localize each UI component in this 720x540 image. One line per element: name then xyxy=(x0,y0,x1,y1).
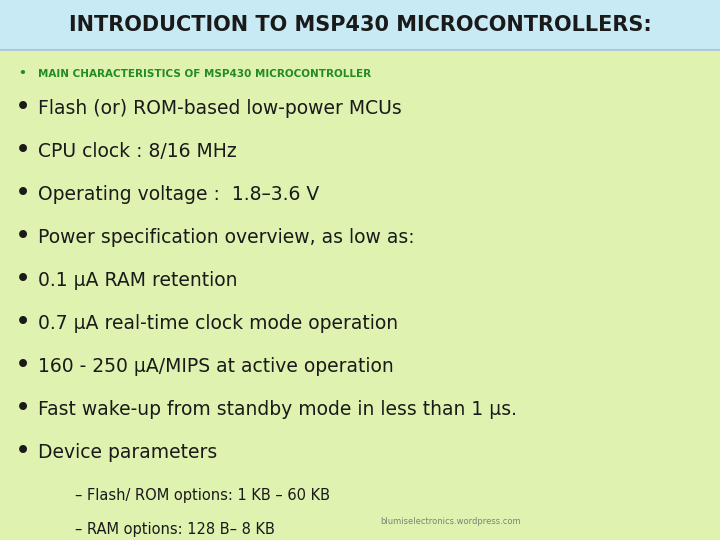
Text: Operating voltage :  1.8–3.6 V: Operating voltage : 1.8–3.6 V xyxy=(38,185,319,204)
Text: – Flash/ ROM options: 1 KB – 60 KB: – Flash/ ROM options: 1 KB – 60 KB xyxy=(75,488,330,503)
Bar xyxy=(0,0,720,50)
Text: •: • xyxy=(15,138,31,164)
Text: •: • xyxy=(15,225,31,251)
Text: CPU clock : 8/16 MHz: CPU clock : 8/16 MHz xyxy=(38,142,237,161)
Text: •: • xyxy=(15,440,31,465)
Text: •: • xyxy=(15,396,31,422)
Text: •: • xyxy=(18,68,26,80)
Text: Flash (or) ROM-based low-power MCUs: Flash (or) ROM-based low-power MCUs xyxy=(38,99,402,118)
Text: – RAM options: 128 B– 8 KB: – RAM options: 128 B– 8 KB xyxy=(75,522,275,537)
Text: •: • xyxy=(15,353,31,380)
Text: 0.7 μA real-time clock mode operation: 0.7 μA real-time clock mode operation xyxy=(38,314,398,333)
Text: •: • xyxy=(15,96,31,122)
Text: Device parameters: Device parameters xyxy=(38,443,217,462)
Text: •: • xyxy=(15,310,31,336)
Text: INTRODUCTION TO MSP430 MICROCONTROLLERS:: INTRODUCTION TO MSP430 MICROCONTROLLERS: xyxy=(68,15,652,35)
Text: Fast wake-up from standby mode in less than 1 μs.: Fast wake-up from standby mode in less t… xyxy=(38,400,517,419)
Text: 0.1 μA RAM retention: 0.1 μA RAM retention xyxy=(38,271,238,290)
Text: 160 - 250 μA/MIPS at active operation: 160 - 250 μA/MIPS at active operation xyxy=(38,357,394,376)
Text: •: • xyxy=(15,181,31,207)
Text: MAIN CHARACTERISTICS OF MSP430 MICROCONTROLLER: MAIN CHARACTERISTICS OF MSP430 MICROCONT… xyxy=(38,69,371,79)
Text: Power specification overview, as low as:: Power specification overview, as low as: xyxy=(38,228,415,247)
Text: blumiselectronics.wordpress.com: blumiselectronics.wordpress.com xyxy=(380,517,521,526)
Text: •: • xyxy=(15,267,31,293)
